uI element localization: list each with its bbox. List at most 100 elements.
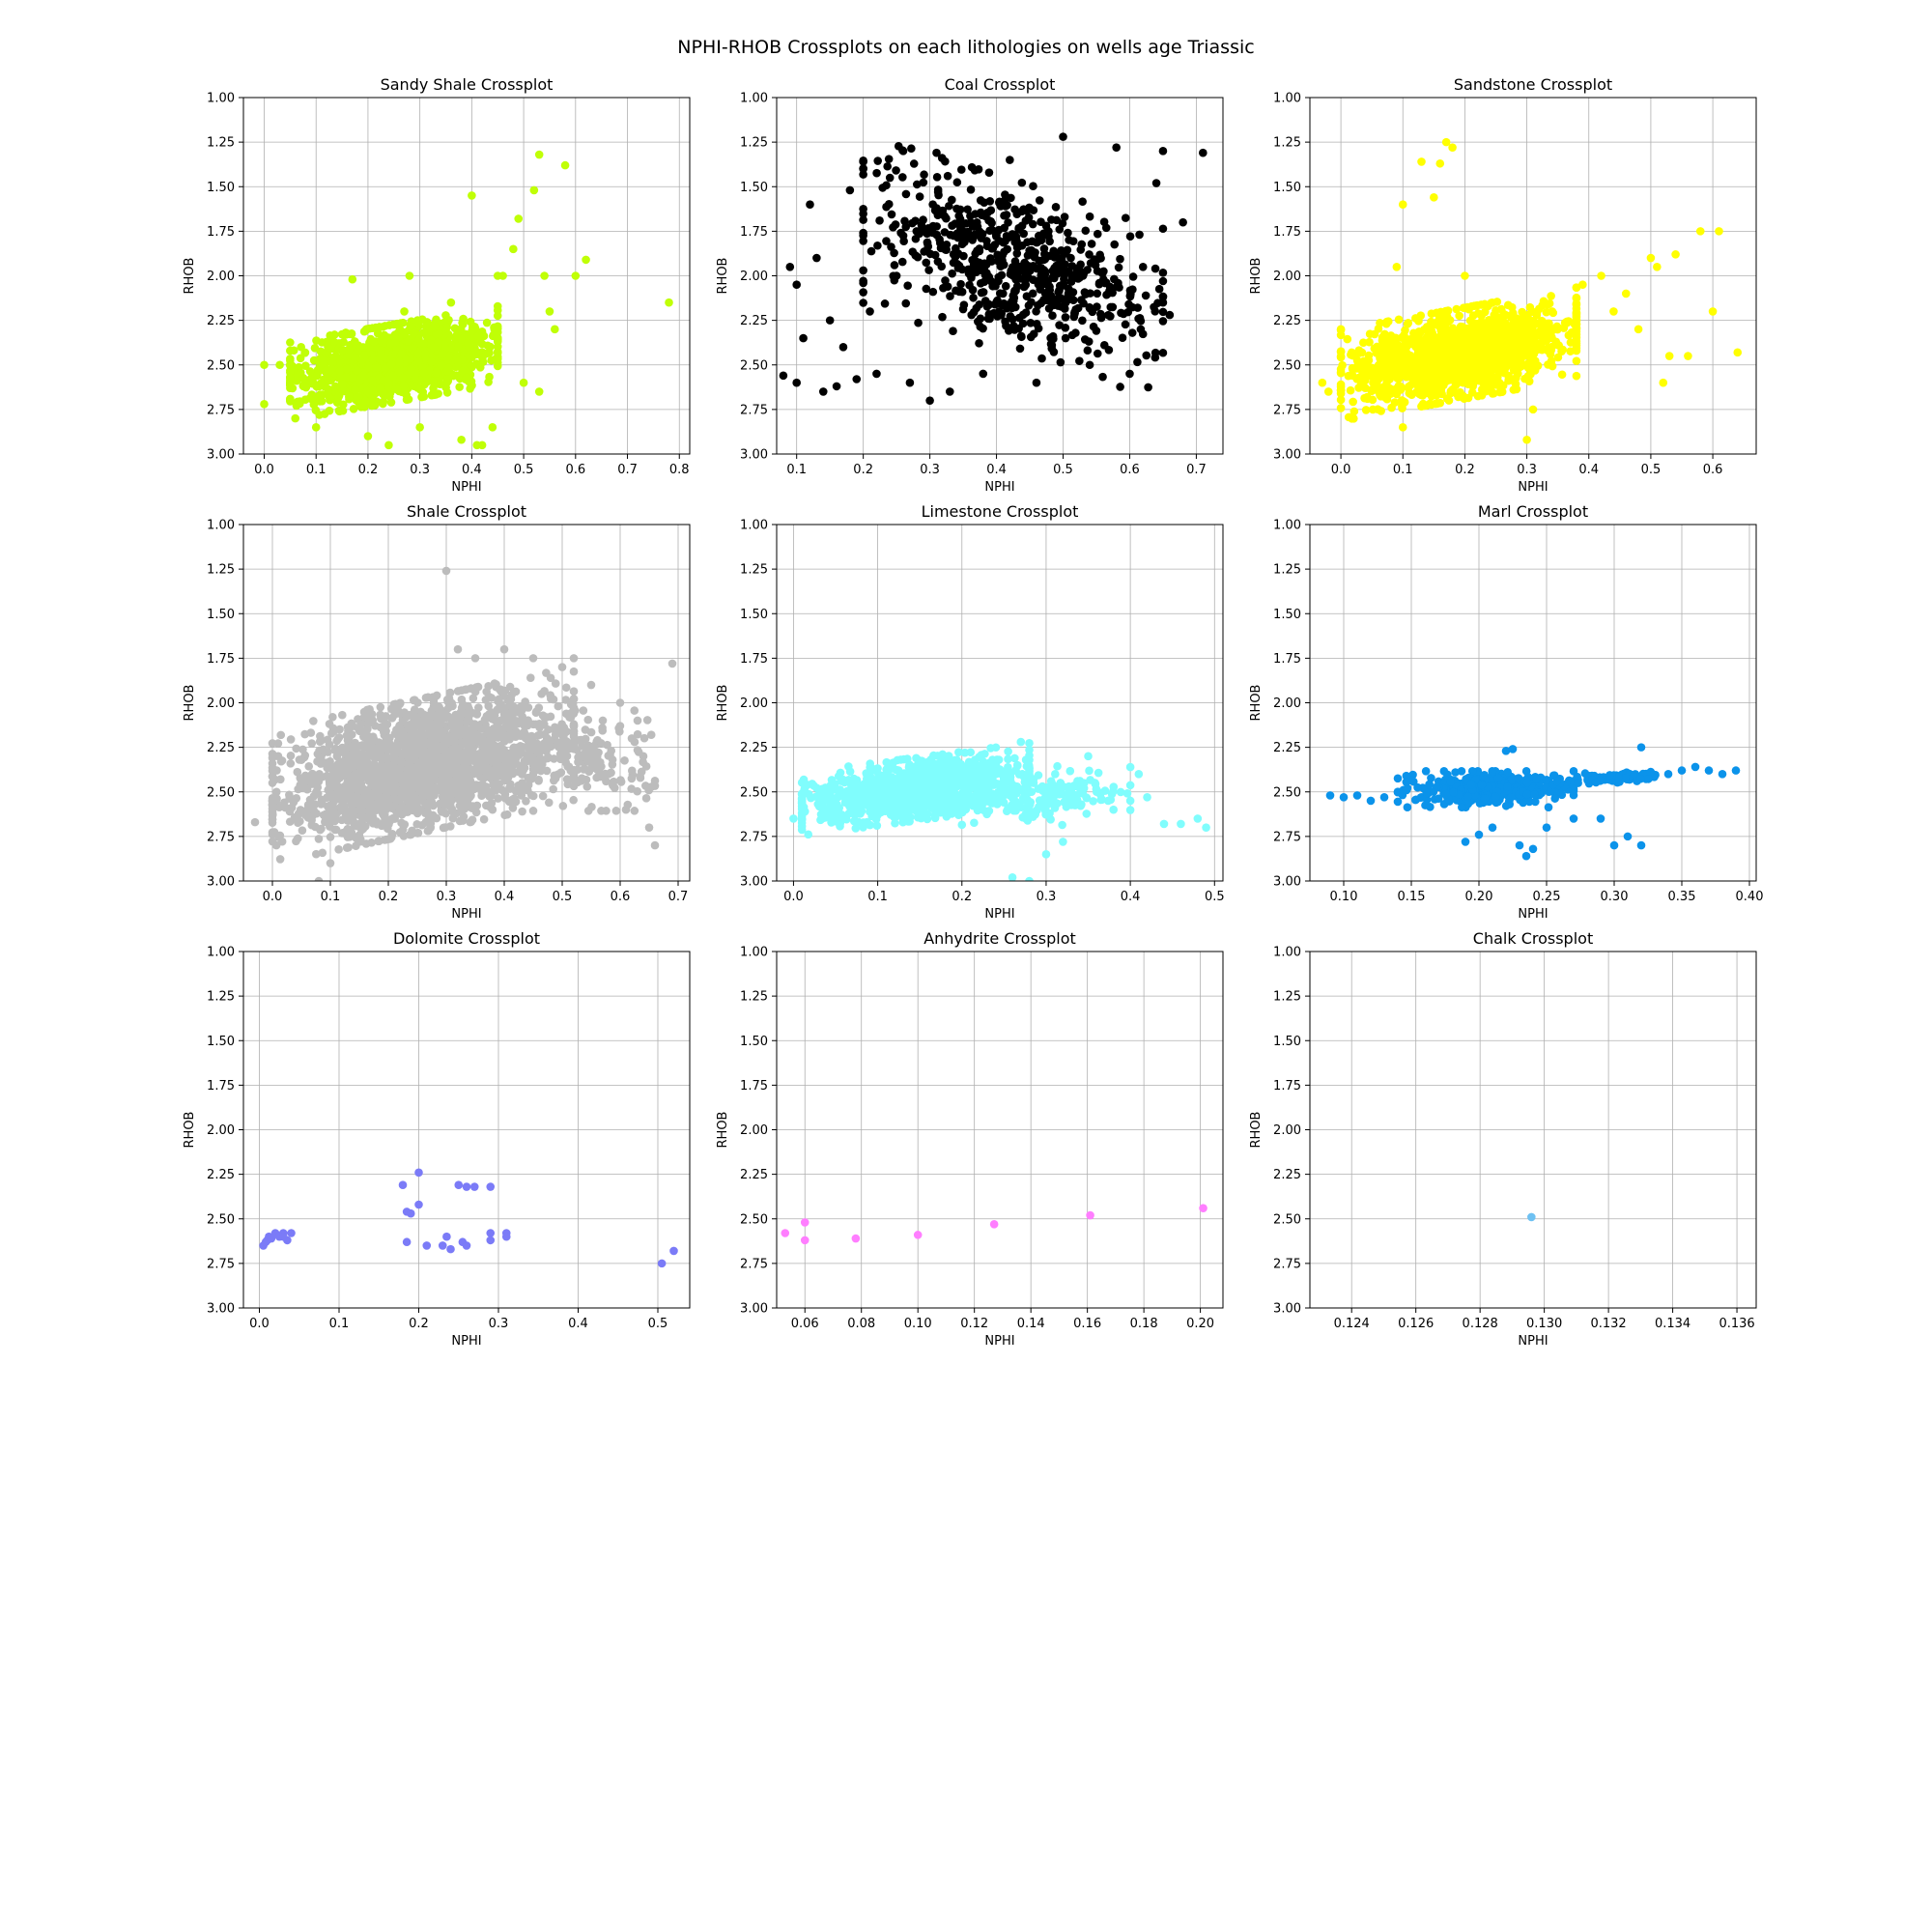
x-axis-label: NPHI <box>984 480 1014 495</box>
scatter-point <box>1708 307 1718 316</box>
scatter-point <box>1653 262 1662 271</box>
scatter-point <box>901 298 911 308</box>
scatter-point <box>1553 325 1562 334</box>
scatter-point <box>1534 304 1544 314</box>
scatter-point <box>326 344 335 354</box>
scatter-point <box>972 303 981 313</box>
scatter-point <box>429 378 438 386</box>
scatter-point <box>1125 232 1135 241</box>
scatter-point <box>1022 292 1032 301</box>
x-axis-label: NPHI <box>1518 480 1548 495</box>
scatter-point <box>887 242 895 251</box>
scatter-point <box>1361 384 1370 393</box>
scatter-point <box>1018 310 1028 320</box>
scatter-point <box>882 181 891 190</box>
scatter-point <box>400 307 409 316</box>
scatter-point <box>1418 391 1428 400</box>
scatter-point <box>1032 378 1041 387</box>
scatter-point <box>979 288 988 297</box>
scatter-point <box>1572 371 1581 381</box>
scatter-point <box>1354 346 1364 355</box>
scatter-point <box>866 307 874 316</box>
scatter-point <box>873 156 882 165</box>
y-tick-label: 2.25 <box>740 314 768 328</box>
scatter-point <box>901 189 911 199</box>
scatter-point <box>825 316 835 325</box>
scatter-point <box>859 215 867 224</box>
scatter-point <box>1353 359 1363 369</box>
scatter-point <box>420 349 430 358</box>
scatter-point <box>1125 291 1135 300</box>
scatter-point <box>1001 281 1010 291</box>
y-tick-label: 1.75 <box>740 225 768 240</box>
scatter-point <box>1477 391 1487 400</box>
scatter-point <box>1048 311 1057 321</box>
scatter-point <box>1014 324 1023 333</box>
scatter-point <box>1040 289 1050 298</box>
scatter-point <box>353 366 362 376</box>
scatter-point <box>1020 258 1030 268</box>
scatter-point <box>1061 324 1070 332</box>
scatter-point <box>912 227 922 236</box>
scatter-point <box>875 216 884 225</box>
scatter-point <box>468 191 476 200</box>
scatter-point <box>1336 347 1346 356</box>
scatter-point <box>1448 143 1457 152</box>
x-tick-label: 0.6 <box>1120 463 1140 477</box>
scatter-point <box>286 355 295 363</box>
scatter-point <box>432 368 441 378</box>
scatter-point <box>1427 400 1436 410</box>
scatter-point <box>898 173 907 182</box>
scatter-point <box>554 701 563 711</box>
scatter-point <box>334 845 343 854</box>
scatter-point <box>1336 325 1346 334</box>
scatter-point <box>1093 267 1102 275</box>
scatter-point <box>372 363 382 372</box>
scatter-point <box>1509 315 1518 324</box>
scatter-point <box>1398 346 1406 355</box>
scatter-point <box>968 222 978 231</box>
scatter-point <box>1158 307 1168 317</box>
scatter-point <box>1525 329 1535 339</box>
scatter-point <box>999 298 1009 308</box>
scatter-point <box>529 185 539 195</box>
scatter-point <box>1125 369 1134 379</box>
scatter-point <box>437 360 446 370</box>
scatter-point <box>260 400 269 409</box>
scatter-point <box>1017 178 1027 187</box>
scatter-point <box>1037 298 1046 308</box>
scatter-point <box>985 196 995 206</box>
scatter-point <box>1548 332 1556 342</box>
scatter-point <box>1451 381 1461 390</box>
scatter-point <box>1068 237 1078 245</box>
scatter-point <box>540 271 549 280</box>
scatter-point <box>1398 423 1407 432</box>
scatter-point <box>379 399 387 409</box>
scatter-point <box>458 366 467 376</box>
scatter-point <box>1382 394 1392 404</box>
scatter-point <box>286 735 296 744</box>
scatter-point <box>911 251 921 260</box>
scatter-point <box>1548 308 1558 318</box>
scatter-point <box>1128 272 1138 281</box>
scatter-point <box>347 329 356 339</box>
scatter-point <box>1158 348 1168 357</box>
scatter-point <box>298 373 308 383</box>
scatter-point <box>455 383 464 391</box>
scatter-point <box>1057 294 1065 303</box>
x-tick-label: 0.6 <box>1703 463 1723 477</box>
scatter-point <box>466 384 474 393</box>
scatter-point <box>891 220 900 229</box>
scatter-point <box>1368 405 1378 414</box>
scatter-point <box>785 262 795 271</box>
scatter-point <box>430 322 439 331</box>
scatter-point <box>1398 401 1406 411</box>
scatter-point <box>1398 200 1407 209</box>
scatter-point <box>1572 293 1581 302</box>
scatter-point <box>1011 274 1020 284</box>
scatter-point <box>845 185 855 195</box>
scatter-point <box>349 404 358 413</box>
scatter-point <box>551 679 560 688</box>
scatter-point <box>406 322 415 330</box>
scatter-point <box>337 346 347 355</box>
